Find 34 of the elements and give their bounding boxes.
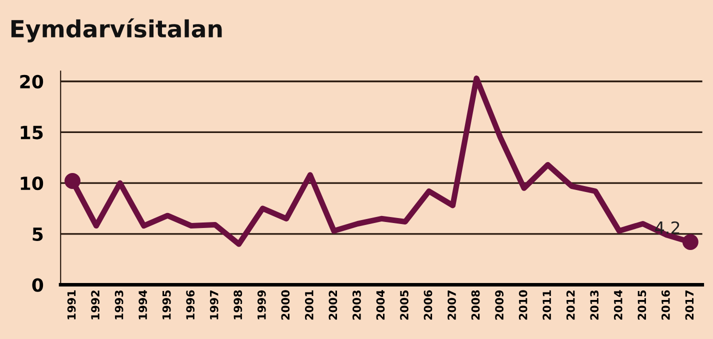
y-tick-label: 20	[20, 74, 44, 88]
x-tick-label: 2004	[376, 290, 385, 320]
x-tick-label: 2015	[638, 290, 646, 320]
x-tick-label: 2011	[542, 290, 552, 320]
chart-title: Eymdarvísitalan	[11, 18, 222, 42]
x-tick-label: 2013	[590, 290, 599, 320]
x-tick-label: 2008	[471, 290, 480, 320]
x-tick-label: 1994	[138, 290, 148, 320]
x-tick-label: 2001	[304, 290, 314, 320]
x-tick-label: 2002	[328, 290, 338, 320]
x-tick-label: 2016	[661, 290, 670, 320]
x-tick-label: 2003	[352, 290, 361, 320]
x-tick-label: 1999	[257, 290, 266, 320]
y-tick-label: 10	[20, 176, 44, 190]
x-tick-label: 2006	[424, 290, 432, 320]
x-tick-label: 2009	[495, 290, 504, 320]
x-tick-label: 1992	[91, 290, 100, 320]
x-tick-label: 1995	[162, 290, 171, 320]
y-tick-label: 0	[32, 278, 44, 292]
x-tick-label: 2012	[566, 290, 575, 320]
y-tick-label: 15	[20, 126, 43, 140]
x-tick-label: 1998	[234, 290, 242, 320]
x-tick-label: 2014	[614, 290, 622, 320]
y-tick-label: 5	[32, 228, 43, 242]
x-tick-label: 2007	[448, 290, 456, 320]
x-tick-label: 1997	[210, 290, 218, 320]
x-tick-label: 1996	[186, 290, 195, 320]
annotation: 4.2	[655, 221, 680, 234]
x-tick-label: 2005	[400, 290, 408, 320]
x-tick-label: 2000	[281, 290, 290, 320]
x-tick-label: 1993	[114, 290, 124, 320]
x-tick-label: 1991	[67, 290, 76, 320]
x-tick-label: 2017	[685, 290, 694, 320]
x-tick-label: 2010	[518, 290, 528, 320]
